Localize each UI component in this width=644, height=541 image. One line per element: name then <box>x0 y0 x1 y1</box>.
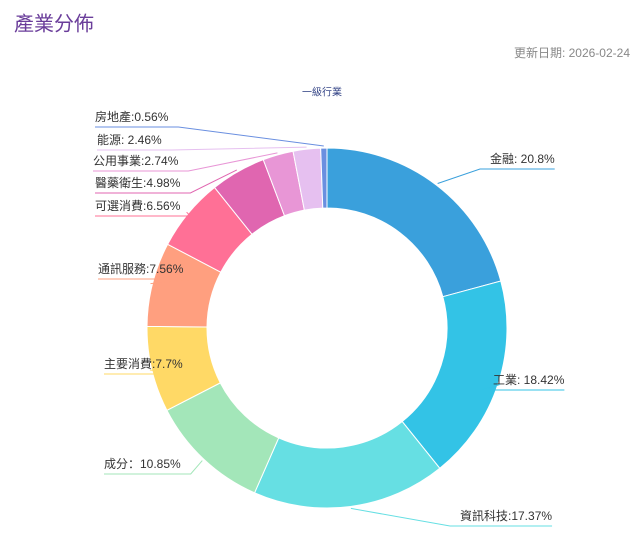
leader-line <box>95 211 192 217</box>
slice-label: 工業: 18.42% <box>493 373 565 387</box>
slice-label: 資訊科技:17.37% <box>460 508 552 523</box>
leader-line <box>95 126 324 147</box>
leader-line <box>104 460 203 475</box>
leader-line <box>350 507 553 527</box>
leader-line <box>437 168 555 184</box>
leader-line <box>482 383 565 391</box>
slice-label: 金融: 20.8% <box>490 151 555 166</box>
chart-title: 一級行業 <box>302 86 342 99</box>
slice-label: 公用事業:2.74% <box>93 154 179 168</box>
slice-label: 醫藥衛生:4.98% <box>95 176 181 190</box>
slice-label: 房地產:0.56% <box>95 109 169 124</box>
leader-line <box>97 146 307 151</box>
slice-label: 成分：10.85% <box>104 457 181 471</box>
slice-label: 主要消費:7.7% <box>104 356 183 371</box>
pie-slice <box>401 280 508 469</box>
slice-label: 能源: 2.46% <box>97 133 162 147</box>
page-title: 產業分佈 <box>14 12 94 35</box>
leader-line <box>98 278 194 285</box>
pie-slice <box>320 147 328 209</box>
leader-line <box>93 152 278 172</box>
slice-label: 可選消費:6.56% <box>95 198 181 213</box>
pie-slice <box>253 420 441 509</box>
leader-line <box>95 169 238 194</box>
leader-line <box>104 369 193 375</box>
update-date: 更新日期: 2026-02-24 <box>514 45 630 60</box>
slice-label: 通訊服務:7.56% <box>98 261 184 276</box>
